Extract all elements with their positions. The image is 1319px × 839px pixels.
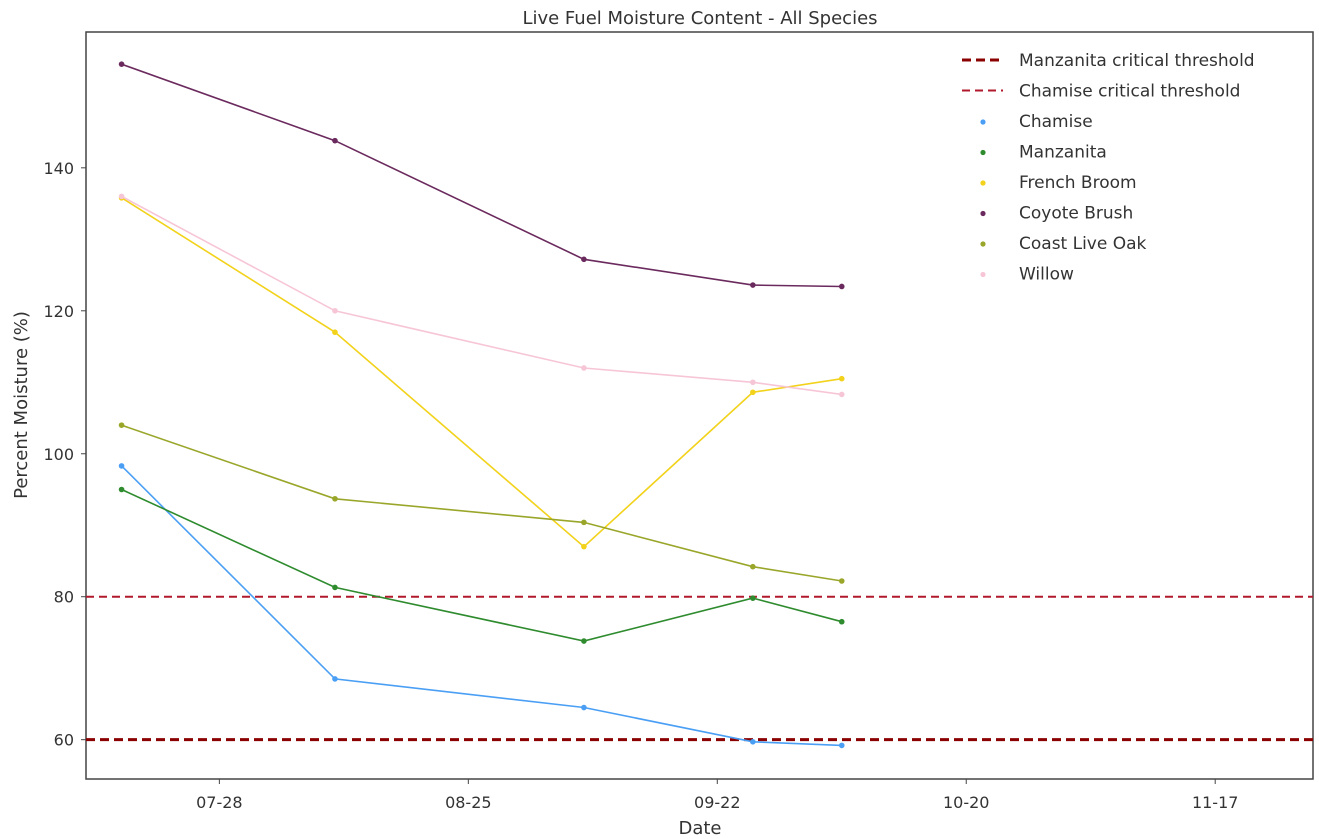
x-tick-label: 09-22 xyxy=(694,793,741,812)
series-lines xyxy=(118,61,845,749)
y-axis-label: Percent Moisture (%) xyxy=(11,311,32,499)
x-tick-label: 11-17 xyxy=(1192,793,1239,812)
legend-label: Manzanita critical threshold xyxy=(1019,51,1255,71)
data-point-2-4 xyxy=(838,375,845,382)
data-point-5-3 xyxy=(750,379,756,386)
chart-title: Live Fuel Moisture Content - All Species xyxy=(522,8,877,29)
data-point-0-0 xyxy=(118,463,125,469)
data-point-5-0 xyxy=(118,193,125,200)
y-tick-label: 80 xyxy=(54,588,74,607)
legend-series-swatch xyxy=(980,271,986,278)
threshold-lines xyxy=(86,595,1313,742)
data-point-5-1 xyxy=(332,307,338,314)
x-tick-label: 10-20 xyxy=(943,793,990,812)
data-point-4-2 xyxy=(581,519,587,526)
data-point-4-4 xyxy=(838,578,845,584)
legend-label: Willow xyxy=(1019,265,1074,285)
data-point-2-1 xyxy=(332,329,338,336)
legend-series-swatch xyxy=(980,149,986,156)
data-point-1-4 xyxy=(838,618,845,625)
x-tick-label: 08-25 xyxy=(445,793,492,812)
legend-label: Coast Live Oak xyxy=(1019,234,1147,254)
data-point-4-1 xyxy=(332,495,338,502)
data-point-1-0 xyxy=(118,486,125,493)
legend-series-swatch xyxy=(980,119,986,125)
data-point-3-3 xyxy=(750,282,756,288)
legend: Manzanita critical threshold Chamise crit… xyxy=(952,42,1306,292)
data-point-1-2 xyxy=(581,638,587,644)
legend-label: Chamise critical threshold xyxy=(1019,82,1240,102)
legend-series-swatch xyxy=(980,210,986,217)
legend-series-swatch xyxy=(980,241,986,247)
data-point-3-2 xyxy=(581,256,587,263)
data-point-0-2 xyxy=(581,704,587,711)
data-point-4-0 xyxy=(118,422,125,428)
y-tick-label: 100 xyxy=(43,445,74,464)
data-point-3-4 xyxy=(838,283,845,290)
legend-series-swatch xyxy=(980,180,986,186)
legend-box xyxy=(952,42,1306,292)
legend-label: Chamise xyxy=(1019,112,1093,132)
data-point-3-0 xyxy=(118,61,125,67)
data-point-1-1 xyxy=(332,584,338,591)
legend-label: Coyote Brush xyxy=(1019,204,1133,224)
data-point-1-3 xyxy=(750,595,756,601)
y-tick-label: 140 xyxy=(43,159,74,178)
data-point-2-2 xyxy=(581,543,587,550)
data-point-5-4 xyxy=(838,391,845,398)
data-point-0-3 xyxy=(750,739,756,745)
data-point-2-3 xyxy=(750,389,756,396)
y-tick-label: 120 xyxy=(43,302,74,321)
x-axis-ticks: 07-28 08-25 09-22 10-20 11-17 xyxy=(196,779,1238,812)
x-tick-label: 07-28 xyxy=(196,793,243,812)
data-point-0-4 xyxy=(838,742,845,749)
legend-label: Manzanita xyxy=(1019,143,1107,163)
data-point-4-3 xyxy=(750,563,756,570)
y-axis-ticks: 60 80 100 120 140 xyxy=(43,159,86,750)
legend-label: French Broom xyxy=(1019,173,1137,193)
data-point-0-1 xyxy=(332,676,338,682)
x-axis-label: Date xyxy=(678,818,721,839)
data-point-5-2 xyxy=(581,365,587,371)
y-tick-label: 60 xyxy=(54,731,74,750)
data-point-3-1 xyxy=(332,137,338,144)
